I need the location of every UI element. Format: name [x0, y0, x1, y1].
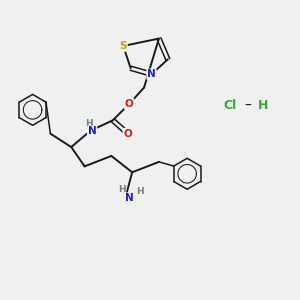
Text: O: O [123, 129, 132, 139]
Text: H: H [118, 185, 126, 194]
Text: O: O [125, 99, 134, 109]
Text: N: N [88, 126, 96, 136]
Text: N: N [125, 193, 134, 203]
Text: H: H [85, 119, 93, 128]
Text: –: – [244, 98, 251, 112]
Text: H: H [258, 99, 268, 112]
Text: Cl: Cl [224, 99, 237, 112]
Text: H: H [136, 187, 143, 196]
Text: N: N [147, 69, 156, 79]
Text: S: S [119, 41, 127, 51]
